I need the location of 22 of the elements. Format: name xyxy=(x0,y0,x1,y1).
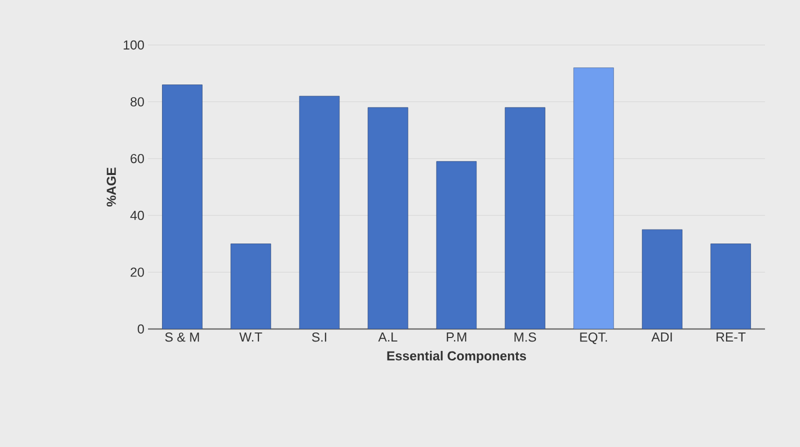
x-tick-label: EQT. xyxy=(580,332,607,344)
y-axis-title: %AGE xyxy=(106,168,116,207)
x-tick-label: RE-T xyxy=(716,332,746,342)
y-tick-label: 60 xyxy=(130,154,144,164)
x-tick-label: P.M xyxy=(446,332,466,342)
bar xyxy=(299,96,340,329)
x-tick-label: M.S xyxy=(514,332,536,342)
x-tick-label: S & M xyxy=(165,332,199,342)
x-tick-label: S.I xyxy=(312,332,326,342)
bar xyxy=(436,161,477,329)
bar xyxy=(162,84,202,329)
y-tick-label: 40 xyxy=(130,210,144,220)
bar xyxy=(642,229,682,329)
y-tick-label: 80 xyxy=(130,97,144,106)
y-tick-label: 100 xyxy=(124,40,144,50)
x-tick-label: W.T xyxy=(239,332,262,342)
bar xyxy=(573,68,614,329)
x-tick-label: A.L xyxy=(378,332,398,342)
x-axis-title: Essential Components xyxy=(387,350,526,364)
y-tick-label: 0 xyxy=(138,324,144,334)
y-tick-label: 20 xyxy=(130,268,144,277)
x-tick-label: ADI xyxy=(651,332,672,342)
